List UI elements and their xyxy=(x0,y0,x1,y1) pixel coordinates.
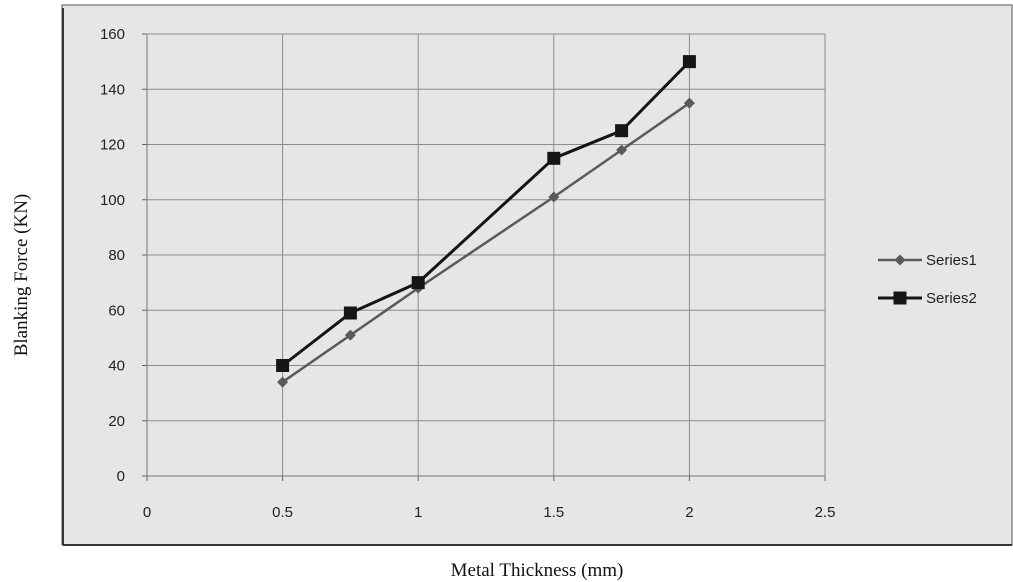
legend-item-series2: Series2 xyxy=(878,290,977,307)
y-tick-label: 140 xyxy=(100,81,125,98)
axes xyxy=(142,33,826,481)
legend-marker xyxy=(894,254,906,266)
data-point xyxy=(547,151,561,165)
series-line xyxy=(281,102,691,384)
data-point xyxy=(344,329,356,341)
data-point xyxy=(615,124,629,138)
legend-label: Series2 xyxy=(926,290,977,307)
tick-labels: 0 20 40 60 80 100 120 140 160 0 0.5 1 1.5 2 2.5 xyxy=(100,26,835,521)
data-point xyxy=(277,376,289,388)
data-point xyxy=(276,359,290,372)
y-tick-label: 0 xyxy=(117,468,125,485)
legend-label: Series1 xyxy=(926,252,977,269)
series-group xyxy=(276,55,696,388)
data-point xyxy=(683,97,695,109)
y-tick-label: 40 xyxy=(108,358,125,375)
series-line xyxy=(281,60,691,367)
x-tick-label: 1 xyxy=(414,504,422,521)
y-tick-label: 60 xyxy=(108,302,125,319)
data-point xyxy=(411,276,425,290)
legend: Series1 Series2 xyxy=(878,252,977,307)
y-tick-label: 20 xyxy=(108,413,125,430)
legend-marker xyxy=(893,291,907,305)
data-point xyxy=(343,306,357,320)
data-point xyxy=(548,191,560,203)
y-tick-label: 120 xyxy=(100,137,125,154)
legend-item-series1: Series1 xyxy=(878,252,977,269)
series-series2 xyxy=(276,55,696,372)
y-tick-label: 80 xyxy=(108,247,125,264)
data-point xyxy=(682,55,696,69)
chart-area xyxy=(61,4,1013,546)
y-axis-title: Blanking Force (KN) xyxy=(11,194,32,357)
y-tick-label: 100 xyxy=(100,192,125,209)
y-tick-label: 160 xyxy=(100,26,125,43)
x-tick-label: 0 xyxy=(143,504,151,521)
x-tick-label: 2 xyxy=(685,504,693,521)
x-axis-title: Metal Thickness (mm) xyxy=(451,560,624,581)
gridlines xyxy=(147,33,826,476)
x-tick-label: 2.5 xyxy=(815,504,836,521)
data-point xyxy=(616,144,628,156)
x-tick-label: 0.5 xyxy=(272,504,293,521)
x-tick-label: 1.5 xyxy=(543,504,564,521)
